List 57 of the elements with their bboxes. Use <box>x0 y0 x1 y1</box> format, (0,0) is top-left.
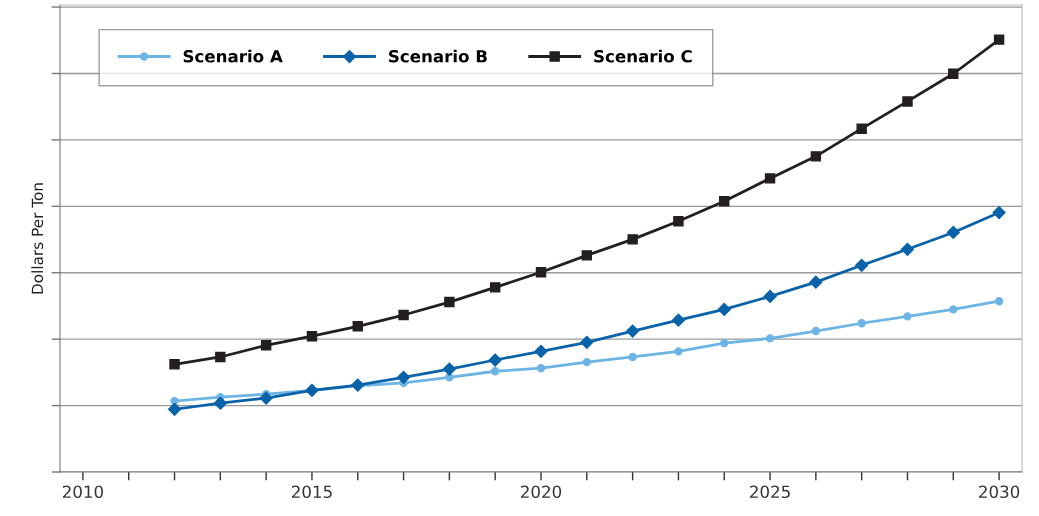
point <box>442 362 456 376</box>
point <box>628 352 637 362</box>
point <box>992 205 1006 220</box>
point <box>534 344 548 358</box>
point <box>535 267 547 278</box>
point <box>857 319 866 328</box>
point <box>489 282 501 293</box>
x-tick-label: 2020 <box>521 485 562 499</box>
point <box>717 302 731 317</box>
point <box>673 215 684 227</box>
point <box>581 250 593 261</box>
point <box>903 312 912 321</box>
point <box>260 340 272 351</box>
point <box>444 296 455 308</box>
point <box>764 173 776 184</box>
x-tick-label: 2025 <box>750 485 790 499</box>
point <box>491 367 500 376</box>
point <box>856 123 867 134</box>
x-tick-label: 2015 <box>291 485 332 499</box>
point <box>855 258 869 272</box>
point <box>810 151 822 162</box>
x-tick-label: 2030 <box>979 485 1020 499</box>
point <box>949 305 958 314</box>
point <box>720 338 729 348</box>
point <box>946 225 960 240</box>
point <box>167 402 182 416</box>
point <box>719 196 730 207</box>
point <box>169 359 180 370</box>
point <box>811 326 821 336</box>
point <box>259 391 273 405</box>
x-tick-label: 2010 <box>62 485 104 499</box>
point <box>948 68 959 79</box>
point <box>580 335 594 349</box>
point <box>900 242 915 256</box>
point <box>809 275 823 289</box>
point <box>626 324 640 338</box>
point <box>674 347 683 356</box>
point <box>306 331 318 342</box>
legend-label: Scenario C <box>594 49 692 63</box>
point <box>765 334 775 343</box>
point <box>582 358 591 367</box>
point <box>398 309 409 321</box>
point <box>993 34 1005 45</box>
point <box>902 96 913 107</box>
point <box>536 364 546 373</box>
point <box>763 289 777 304</box>
point <box>994 297 1004 306</box>
point <box>215 351 226 363</box>
legend-label: Scenario A <box>183 49 283 63</box>
point <box>627 234 638 245</box>
point <box>488 353 502 367</box>
point <box>396 370 411 384</box>
point <box>352 321 363 332</box>
point <box>671 313 686 327</box>
legend-label: Scenario B <box>389 49 487 63</box>
point <box>213 396 227 410</box>
y-axis-title: Dollars Per Ton <box>31 183 44 294</box>
